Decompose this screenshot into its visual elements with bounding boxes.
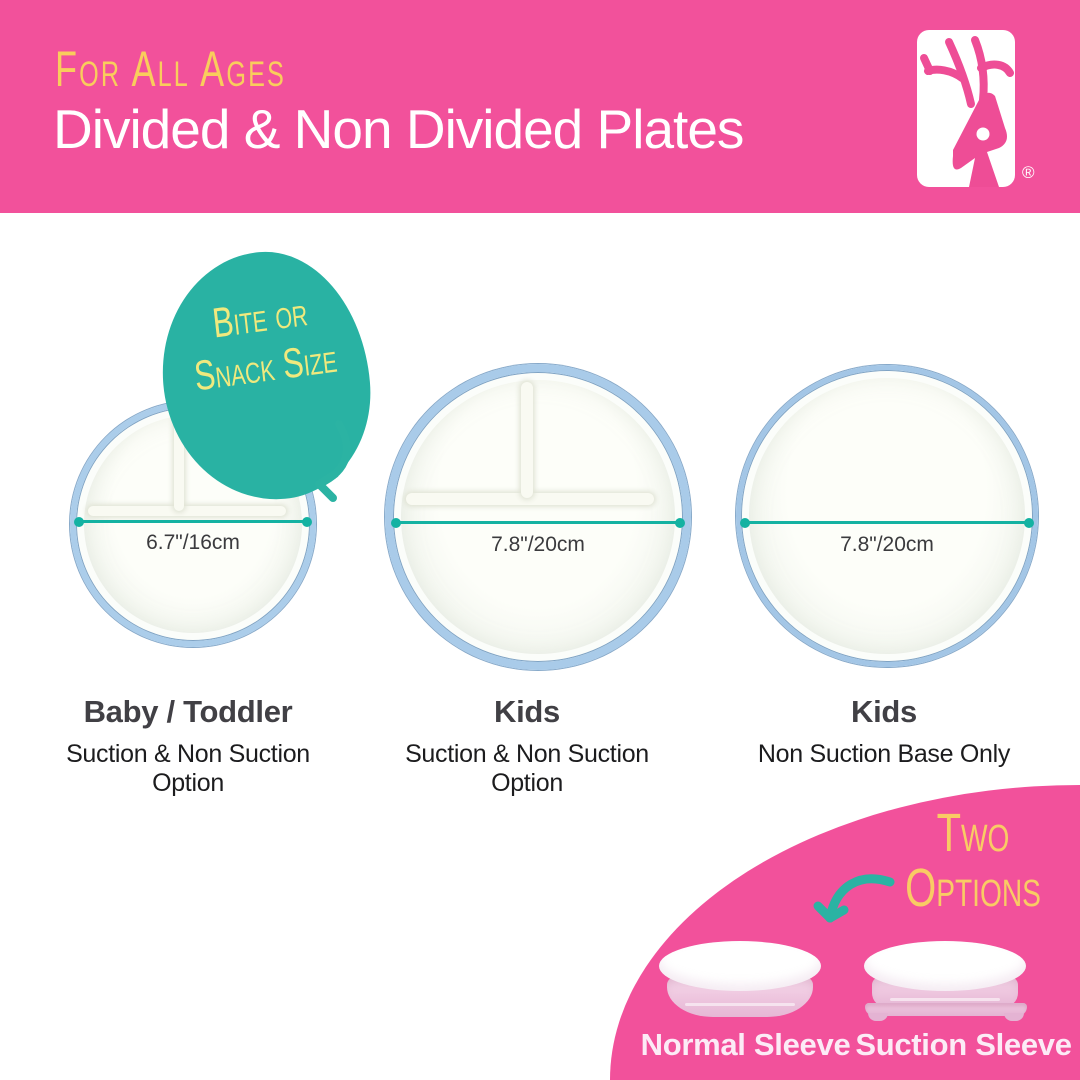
plate-divider-horizontal: [88, 506, 286, 516]
diameter-line: [397, 521, 679, 524]
diameter-line: [80, 520, 306, 523]
suction-foot-left: [868, 1013, 888, 1021]
diameter-dot-right: [1024, 518, 1034, 528]
plate-top-surface: [864, 941, 1026, 991]
suction-foot-right: [1004, 1013, 1024, 1021]
plate-divider-vertical: [521, 382, 533, 498]
plate-option: Suction & Non Suction Option: [405, 740, 649, 797]
sleeve-stripe: [890, 998, 1000, 1001]
diameter-label: 7.8"/20cm: [491, 533, 585, 556]
suction-lip: [865, 1003, 1027, 1016]
page-title: Divided & Non Divided Plates: [53, 98, 744, 160]
plate-name: Kids: [494, 694, 560, 729]
plate-kids-divided: 7.8"/20cm: [385, 364, 691, 670]
diameter-dot-left: [391, 518, 401, 528]
suction-sleeve-label: Suction Sleeve: [855, 1027, 1072, 1062]
plate-divider-vertical: [174, 416, 184, 511]
header-banner: For All Ages Divided & Non Divided Plate…: [0, 0, 1080, 213]
plate-kids-non-divided: 7.8"/20cm: [736, 365, 1038, 667]
plate-top-surface: [659, 941, 821, 991]
plate-option: Non Suction Base Only: [757, 740, 1011, 768]
curved-arrow-icon: [315, 420, 351, 502]
suction-sleeve-illustration: [864, 941, 1028, 1023]
diameter-dot-right: [675, 518, 685, 528]
two-options-callout: Two Options: [903, 803, 1044, 919]
normal-sleeve-label: Normal Sleeve: [640, 1027, 851, 1062]
diameter-label: 7.8"/20cm: [840, 533, 934, 556]
header-eyebrow: For All Ages: [55, 41, 287, 97]
two-options-line2: Options: [905, 858, 1041, 919]
caption-kids-divided: Kids Suction & Non Suction Option: [367, 694, 687, 798]
diameter-dot-left: [740, 518, 750, 528]
plate-name: Baby / Toddler: [83, 694, 293, 729]
registered-trademark: ®: [1022, 163, 1035, 182]
caption-baby-toddler: Baby / Toddler Suction & Non Suction Opt…: [28, 694, 348, 798]
sleeve-stripe: [685, 1003, 795, 1006]
normal-sleeve-illustration: [659, 941, 823, 1023]
diameter-line: [745, 521, 1029, 524]
deer-logo-icon: [920, 36, 1014, 187]
diameter-dot-left: [74, 517, 84, 527]
plate-name: Kids: [851, 694, 917, 729]
size-badge-text: Bite or Snack Size: [186, 283, 339, 402]
caption-kids-non-divided: Kids Non Suction Base Only: [724, 694, 1044, 769]
plate-divider-horizontal: [406, 493, 654, 505]
plate-option: Suction & Non Suction Option: [66, 740, 310, 797]
diameter-dot-right: [302, 517, 312, 527]
diameter-label: 6.7"/16cm: [146, 531, 240, 554]
brand-logo-card: [917, 30, 1015, 187]
curved-arrow-icon: [813, 874, 895, 923]
two-options-line1: Two: [936, 803, 1010, 863]
